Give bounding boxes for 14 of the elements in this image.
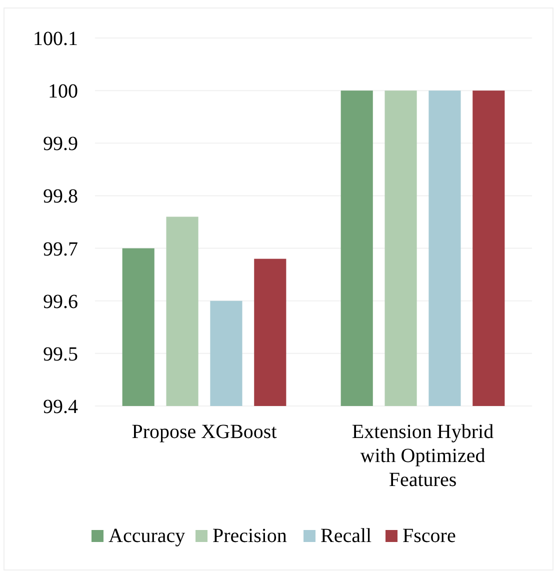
y-tick-label: 100.1 — [33, 28, 78, 50]
y-tick-label: 99.8 — [43, 186, 78, 208]
x-tick-label: Propose XGBoost — [132, 421, 278, 443]
y-tick-label: 99.6 — [43, 290, 78, 313]
legend-label: Precision — [212, 525, 287, 547]
y-tick-label: 99.5 — [43, 343, 78, 366]
y-tick-label: 99.9 — [43, 133, 78, 156]
legend-label: Fscore — [402, 525, 456, 547]
legend-label: Recall — [320, 525, 372, 547]
y-tick-label: 100 — [48, 80, 78, 103]
y-tick-label: 99.4 — [43, 396, 78, 418]
y-tick-label: 99.7 — [43, 238, 78, 260]
legend-label: Accuracy — [108, 525, 186, 547]
x-tick-label: Extension Hybrid with Optimized Features — [352, 421, 494, 491]
